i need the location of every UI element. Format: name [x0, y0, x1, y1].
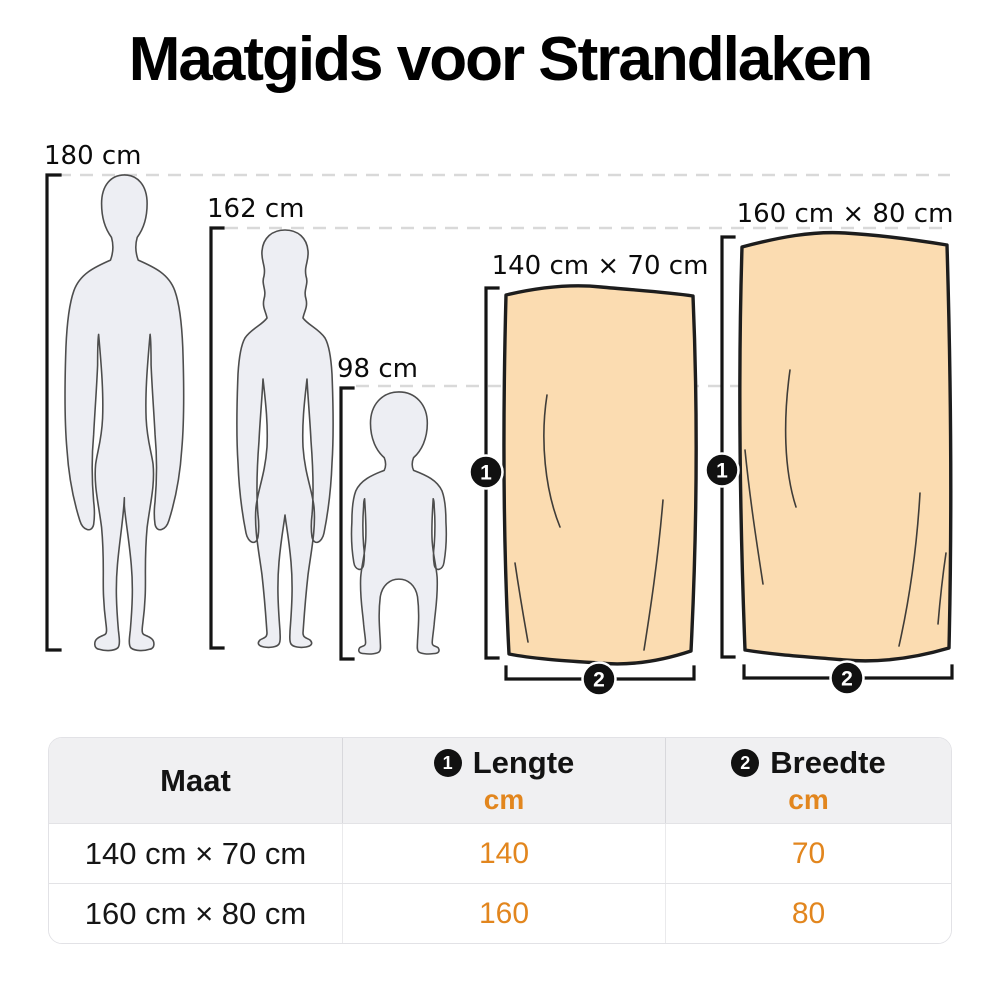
table-row: 160 cm × 80 cm 160 80: [49, 883, 951, 943]
header-lengte-label: Lengte: [472, 745, 575, 780]
woman-silhouette: [236, 229, 334, 649]
row-maat-value: 160 cm × 80 cm: [84, 895, 307, 931]
towel-small: [502, 284, 698, 666]
towel-large-length-badge: 1: [704, 452, 740, 488]
towel-large: [738, 230, 953, 663]
size-table: Maat 1 Lengte cm 2 Breedte cm 140 cm × 7…: [48, 737, 952, 944]
woman-height-bracket: [209, 226, 225, 650]
row-lengte-value: 160: [342, 884, 665, 943]
lengte-marker-badge: 1: [433, 749, 462, 777]
table-row: 140 cm × 70 cm 140 70: [49, 823, 951, 883]
breedte-marker-badge: 2: [731, 749, 760, 777]
towel-large-size-label: 160 cm × 80 cm: [737, 199, 954, 229]
breedte-unit-label: cm: [788, 784, 829, 815]
towel-small-size-label: 140 cm × 70 cm: [492, 251, 709, 281]
child-height-bracket: [339, 386, 355, 661]
size-table-header: Maat 1 Lengte cm 2 Breedte cm: [49, 738, 951, 823]
row-breedte-value: 70: [665, 824, 951, 883]
dimension-labels: 180 cm 162 cm 98 cm 140 cm × 70 cm 160 c…: [44, 141, 953, 384]
header-breedte-label: Breedte: [770, 745, 886, 780]
man-silhouette: [64, 174, 185, 652]
towel-small-folds: [514, 394, 664, 651]
row-maat-value: 140 cm × 70 cm: [84, 835, 307, 871]
page-title: Maatgids voor Strandlaken: [128, 25, 873, 94]
svg-text:1: 1: [716, 460, 728, 483]
header-maat-label: Maat: [160, 762, 231, 798]
towel-small-length-badge: 1: [468, 454, 504, 490]
header-breedte: 2 Breedte cm: [665, 738, 951, 823]
header-maat: Maat: [49, 738, 342, 823]
lengte-unit-label: cm: [483, 784, 525, 815]
svg-text:2: 2: [593, 669, 605, 692]
marker-badges: 1 2 1 2: [468, 452, 865, 697]
row-breedte-value: 80: [665, 884, 951, 943]
towel-large-width-badge: 2: [829, 660, 865, 696]
towel-large-length-line: [720, 235, 736, 659]
towel-small-shape: [502, 284, 698, 666]
towel-large-shape: [738, 230, 953, 663]
svg-text:1: 1: [480, 462, 492, 485]
towel-small-width-badge: 2: [581, 661, 617, 697]
man-height-bracket: [45, 173, 62, 652]
child-height-label: 98 cm: [337, 354, 418, 384]
header-lengte: 1 Lengte cm: [342, 738, 665, 823]
woman-height-label: 162 cm: [207, 194, 305, 224]
row-lengte-value: 140: [342, 824, 665, 883]
towel-large-folds: [744, 369, 947, 647]
man-height-label: 180 cm: [44, 141, 142, 171]
svg-text:2: 2: [841, 668, 853, 691]
child-silhouette: [350, 391, 448, 655]
